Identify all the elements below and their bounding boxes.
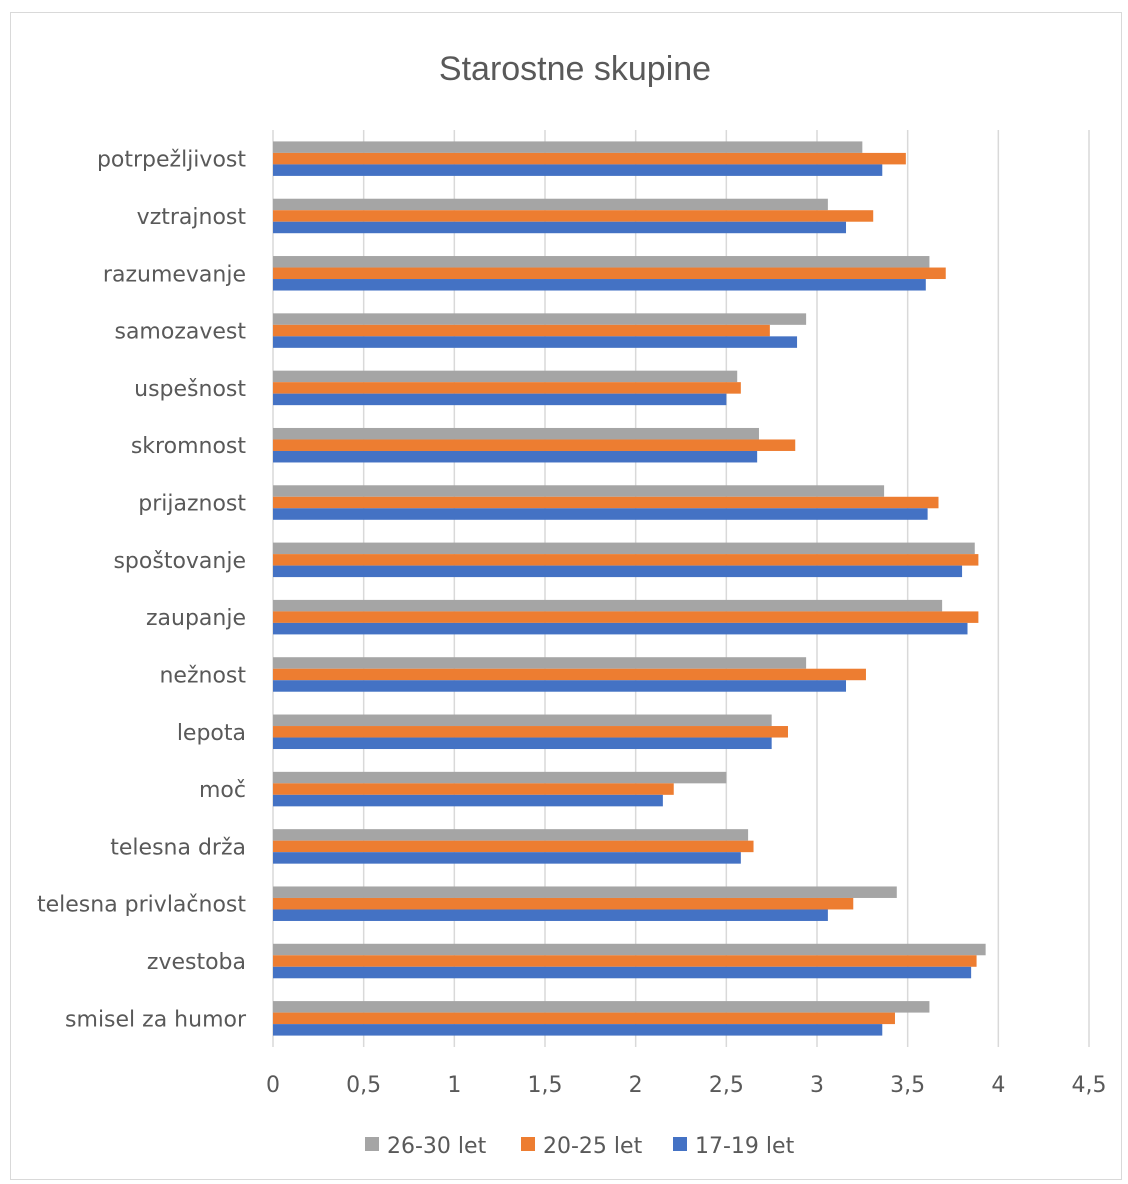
bar-17-19-let-15 xyxy=(273,1024,883,1036)
category-label: potrpežljivost xyxy=(97,148,246,173)
bar-26-30-let-11 xyxy=(273,771,727,784)
legend: 26-30 let 20-25 let 17-19 let xyxy=(365,1134,795,1159)
bar-26-30-let-6 xyxy=(273,485,885,497)
bar-26-30-let-7 xyxy=(273,542,975,555)
legend-item: 20-25 let xyxy=(521,1134,643,1159)
bar-17-19-let-0 xyxy=(273,164,883,176)
category-label: prijaznost xyxy=(138,492,246,517)
category-label: telesna privlačnost xyxy=(37,893,246,918)
bar-20-25-let-9 xyxy=(273,668,866,681)
bar-17-19-let-10 xyxy=(273,737,772,750)
category-label: samozavest xyxy=(114,320,246,345)
category-label: moč xyxy=(199,778,246,803)
legend-label: 26-30 let xyxy=(387,1134,487,1159)
bar-20-25-let-15 xyxy=(273,1012,895,1025)
legend-label: 20-25 let xyxy=(543,1134,643,1159)
bar-26-30-let-0 xyxy=(273,141,863,153)
bar-17-19-let-14 xyxy=(273,966,972,979)
bar-26-30-let-12 xyxy=(273,829,749,841)
category-label: zaupanje xyxy=(146,606,246,631)
bar-26-30-let-9 xyxy=(273,657,807,669)
category-label: zvestoba xyxy=(147,950,246,975)
bar-20-25-let-4 xyxy=(273,382,741,394)
x-axis-tick-labels: 0 0,5 1 1,5 2 2,5 3 3,5 4 4,5 xyxy=(266,1073,1107,1098)
x-tick-label: 4 xyxy=(991,1073,1005,1098)
bars xyxy=(273,141,986,1036)
x-tick-label: 4,5 xyxy=(1072,1073,1107,1098)
bar-17-19-let-11 xyxy=(273,794,663,807)
x-tick-label: 3 xyxy=(810,1073,824,1098)
bar-20-25-let-13 xyxy=(273,897,854,910)
bar-20-25-let-6 xyxy=(273,496,939,509)
bar-20-25-let-11 xyxy=(273,783,674,795)
bar-17-19-let-9 xyxy=(273,680,847,692)
bar-20-25-let-5 xyxy=(273,439,796,451)
bar-17-19-let-12 xyxy=(273,852,741,864)
bar-17-19-let-6 xyxy=(273,508,928,520)
bar-20-25-let-0 xyxy=(273,152,906,165)
bar-26-30-let-3 xyxy=(273,313,807,325)
x-tick-label: 2,5 xyxy=(709,1073,744,1098)
bar-17-19-let-8 xyxy=(273,622,968,635)
bar-26-30-let-13 xyxy=(273,886,897,898)
bar-20-25-let-12 xyxy=(273,840,754,853)
bar-17-19-let-3 xyxy=(273,336,798,348)
bar-26-30-let-8 xyxy=(273,599,943,612)
bar-20-25-let-3 xyxy=(273,324,770,337)
bar-17-19-let-2 xyxy=(273,279,926,291)
bar-17-19-let-1 xyxy=(273,221,847,234)
category-label: razumevanje xyxy=(103,262,246,287)
bar-17-19-let-7 xyxy=(273,565,963,578)
bar-20-25-let-10 xyxy=(273,726,788,738)
legend-swatch xyxy=(521,1137,535,1151)
category-label: uspešnost xyxy=(134,377,246,402)
category-label: lepota xyxy=(177,721,246,746)
bar-20-25-let-2 xyxy=(273,267,946,280)
bar-26-30-let-2 xyxy=(273,256,930,268)
bar-17-19-let-5 xyxy=(273,450,758,463)
legend-item: 17-19 let xyxy=(673,1134,795,1159)
bar-20-25-let-1 xyxy=(273,210,874,222)
bar-17-19-let-13 xyxy=(273,909,828,921)
bar-26-30-let-1 xyxy=(273,198,828,211)
bar-20-25-let-8 xyxy=(273,611,979,623)
bar-26-30-let-15 xyxy=(273,1001,930,1013)
x-tick-label: 1 xyxy=(447,1073,461,1098)
category-label: vztrajnost xyxy=(137,205,247,230)
category-label: smisel za humor xyxy=(65,1007,247,1032)
chart-title: Starostne skupine xyxy=(439,50,711,88)
bar-26-30-let-5 xyxy=(273,427,759,440)
legend-label: 17-19 let xyxy=(695,1134,795,1159)
bar-17-19-let-4 xyxy=(273,393,727,406)
bar-26-30-let-4 xyxy=(273,370,738,383)
x-tick-label: 3,5 xyxy=(890,1073,925,1098)
bar-26-30-let-10 xyxy=(273,714,772,727)
x-tick-label: 0,5 xyxy=(346,1073,381,1098)
bar-20-25-let-7 xyxy=(273,554,979,566)
bar-26-30-let-14 xyxy=(273,943,986,956)
bar-20-25-let-14 xyxy=(273,955,977,967)
x-tick-label: 0 xyxy=(266,1073,280,1098)
category-label: skromnost xyxy=(131,434,247,459)
category-label: nežnost xyxy=(159,663,246,688)
legend-item: 26-30 let xyxy=(365,1134,487,1159)
category-labels: potrpežljivost vztrajnost razumevanje samoz… xyxy=(37,148,247,1033)
category-label: spoštovanje xyxy=(113,549,246,574)
legend-swatch xyxy=(365,1137,379,1151)
category-label: telesna drža xyxy=(110,835,246,860)
x-tick-label: 2 xyxy=(629,1073,643,1098)
x-tick-label: 1,5 xyxy=(528,1073,563,1098)
legend-swatch xyxy=(673,1137,687,1151)
